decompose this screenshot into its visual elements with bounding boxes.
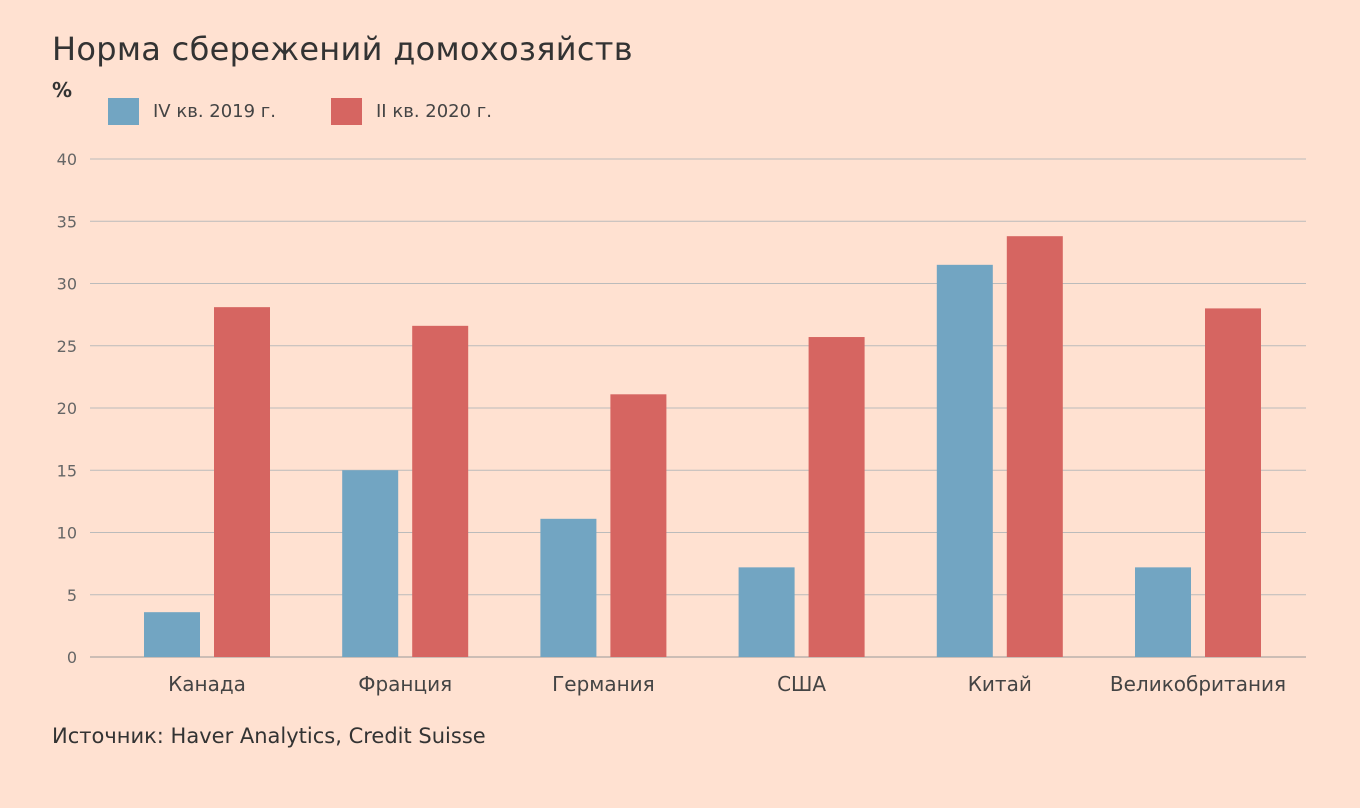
legend-item-2019: IV кв. 2019 г. (108, 98, 276, 125)
bar-2019-0 (144, 612, 200, 657)
y-tick-label-30: 30 (57, 275, 77, 294)
bar-2020-2 (610, 394, 667, 657)
legend-label-2019: IV кв. 2019 г. (153, 101, 276, 122)
bar-2020-4 (1006, 236, 1063, 657)
chart-title: Норма сбережений домохозяйств (52, 30, 633, 68)
bar-2019-2 (540, 518, 597, 657)
bar-2020-3 (808, 337, 865, 657)
y-tick-label-25: 25 (57, 337, 77, 356)
bar-2019-5 (1135, 567, 1191, 657)
x-category-label-4: Китай (968, 672, 1032, 696)
legend-swatch-2020 (331, 98, 362, 125)
x-category-label-5: Великобритания (1110, 672, 1286, 696)
x-category-label-1: Франция (358, 672, 452, 696)
bar-2020-1 (412, 325, 469, 657)
source-note: Источник: Haver Analytics, Credit Suisse (52, 724, 486, 748)
bar-2019-3 (738, 567, 795, 657)
y-tick-label-10: 10 (57, 524, 77, 543)
y-tick-label-0: 0 (67, 648, 77, 667)
y-axis-unit: % (52, 78, 73, 102)
y-tick-label-5: 5 (67, 586, 77, 605)
x-category-label-3: США (777, 672, 826, 696)
y-tick-label-15: 15 (57, 461, 77, 480)
legend-item-2020: II кв. 2020 г. (331, 98, 492, 125)
bar-2020-0 (214, 307, 270, 657)
x-category-label-0: Канада (168, 672, 246, 696)
legend-swatch-2019 (108, 98, 139, 125)
x-category-label-2: Германия (552, 672, 655, 696)
y-tick-label-35: 35 (57, 212, 77, 231)
y-tick-label-40: 40 (57, 150, 77, 169)
legend-label-2020: II кв. 2020 г. (376, 101, 492, 122)
bar-2020-5 (1205, 308, 1261, 657)
y-tick-label-20: 20 (57, 399, 77, 418)
bar-2019-4 (936, 264, 993, 657)
bar-2019-1 (342, 470, 399, 657)
